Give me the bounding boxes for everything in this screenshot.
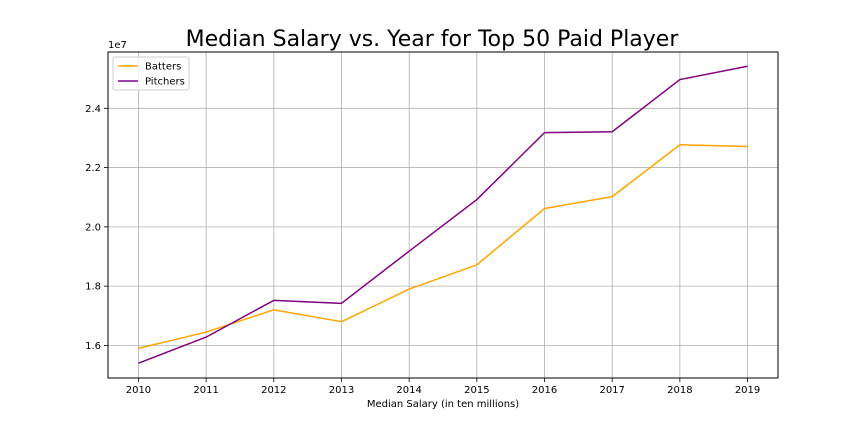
x-tick-label: 2016 bbox=[532, 385, 557, 396]
y-axis-ticks: 1.6 1.8 2.0 2.2 2.4 bbox=[85, 104, 108, 352]
x-tick-label: 2017 bbox=[599, 385, 624, 396]
y-tick-label: 1.6 bbox=[85, 341, 101, 352]
x-axis-label: Median Salary (in ten millions) bbox=[367, 399, 519, 410]
x-tick-label: 2012 bbox=[261, 385, 286, 396]
series-lines bbox=[138, 65, 748, 364]
chart-title: Median Salary vs. Year for Top 50 Paid P… bbox=[186, 27, 680, 52]
x-tick-label: 2015 bbox=[464, 385, 489, 396]
grid-lines bbox=[108, 52, 778, 378]
x-tick-label: 2014 bbox=[396, 385, 421, 396]
legend-label-batters: Batters bbox=[145, 62, 181, 73]
x-tick-label: 2010 bbox=[126, 385, 151, 396]
y-tick-label: 2.0 bbox=[85, 222, 101, 233]
x-axis-ticks: 2010 2011 2012 2013 2014 2015 2016 2017 2018 2019 bbox=[126, 378, 760, 396]
y-axis-offset-label: 1e7 bbox=[108, 40, 127, 51]
legend-label-pitchers: Pitchers bbox=[145, 77, 185, 88]
x-tick-label: 2011 bbox=[193, 385, 218, 396]
x-tick-label: 2019 bbox=[735, 385, 760, 396]
y-tick-label: 2.2 bbox=[85, 163, 101, 174]
series-line-batters bbox=[138, 144, 748, 350]
legend: Batters Pitchers bbox=[112, 56, 190, 91]
x-tick-label: 2018 bbox=[667, 385, 692, 396]
series-line-pitchers bbox=[138, 65, 748, 364]
y-tick-label: 1.8 bbox=[85, 282, 101, 293]
y-tick-label: 2.4 bbox=[85, 104, 101, 115]
plot-frame bbox=[107, 51, 779, 379]
x-tick-label: 2013 bbox=[329, 385, 354, 396]
